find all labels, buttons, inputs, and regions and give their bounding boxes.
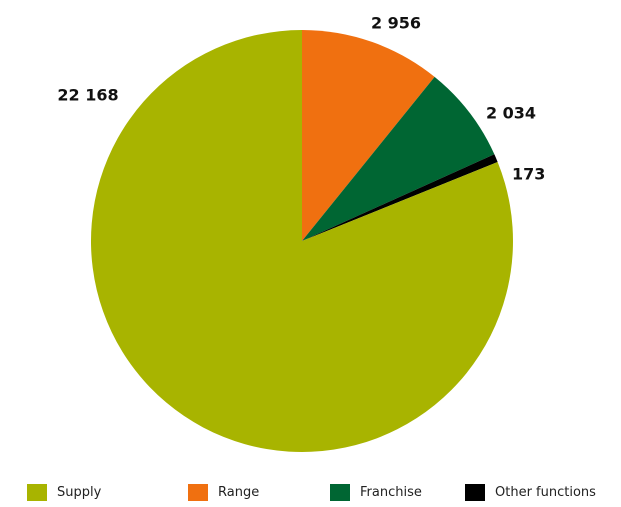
legend-label-franchise: Franchise bbox=[360, 484, 422, 500]
pie-data-labels: 22 168 2 956 2 034 173 bbox=[57, 14, 545, 184]
legend-label-range: Range bbox=[218, 484, 260, 500]
legend-item-franchise: Franchise bbox=[330, 480, 422, 504]
pie-slice-franchise bbox=[302, 76, 495, 242]
legend-item-supply: Supply bbox=[27, 480, 101, 504]
data-label-other-functions: 173 bbox=[512, 165, 545, 184]
legend-label-supply: Supply bbox=[57, 484, 102, 500]
legend-swatch-other-functions bbox=[465, 483, 485, 501]
legend-swatch-franchise bbox=[330, 483, 350, 501]
pie-slice-supply bbox=[90, 29, 513, 453]
legend-item-range: Range bbox=[188, 480, 259, 504]
pie-slices bbox=[90, 29, 513, 453]
data-label-supply: 22 168 bbox=[57, 86, 118, 105]
legend: Supply Range Franchise Other functions bbox=[0, 480, 621, 504]
pie-slice-range bbox=[302, 30, 435, 241]
data-label-range: 2 956 bbox=[371, 14, 421, 33]
legend-item-other-functions: Other functions bbox=[465, 480, 596, 504]
legend-label-other-functions: Other functions bbox=[495, 484, 596, 500]
data-label-franchise: 2 034 bbox=[486, 104, 536, 123]
pie-slice-other-functions bbox=[302, 154, 498, 241]
legend-swatch-range bbox=[188, 483, 208, 501]
legend-swatch-supply bbox=[27, 483, 47, 501]
